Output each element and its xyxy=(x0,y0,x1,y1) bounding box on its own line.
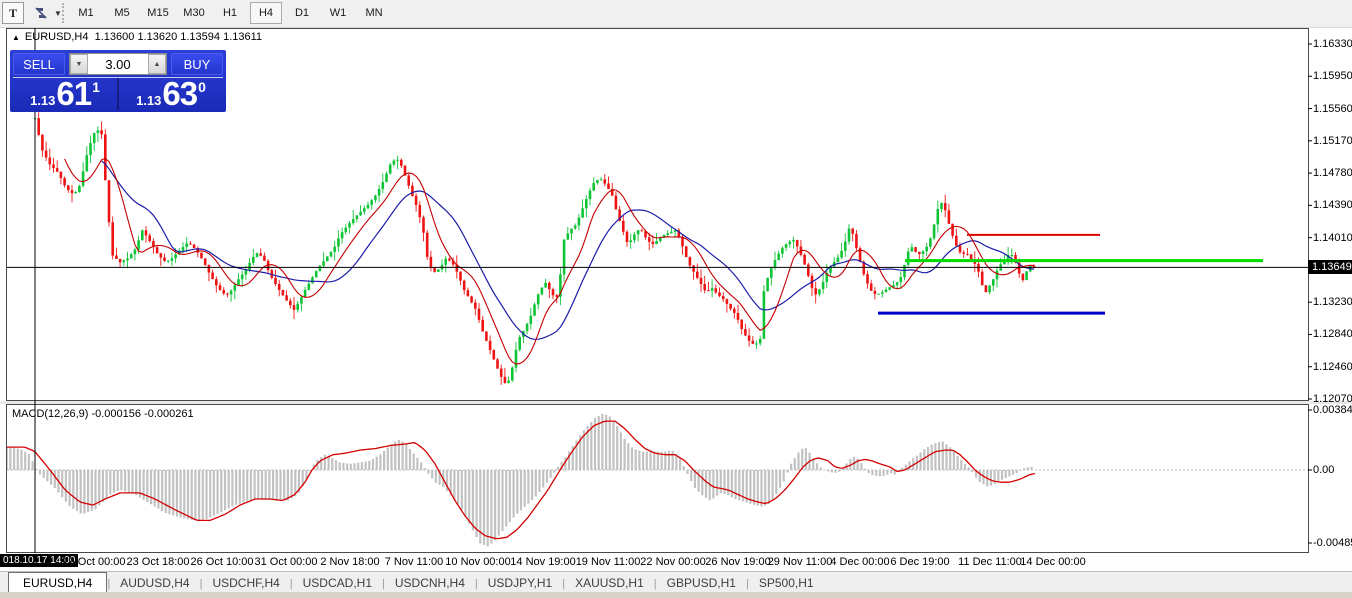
cursor-arrows-icon[interactable] xyxy=(28,2,54,24)
crosshair-date-badge: 018.10.17 14:00 xyxy=(0,554,79,567)
timeframe-button-w1[interactable]: W1 xyxy=(329,7,347,19)
macd-tick-label: 0.00 xyxy=(1313,464,1335,476)
buy-button[interactable]: BUY xyxy=(171,53,223,75)
timeframe-button-mn[interactable]: MN xyxy=(365,7,383,19)
time-tick-label: 10 Nov 00:00 xyxy=(445,556,511,568)
chart-tab-bar: EURUSD,H4 | AUDUSD,H4 | USDCHF,H4 | USDCAD,H1 |… xyxy=(0,571,1352,593)
text-tool-button[interactable]: T xyxy=(2,2,24,24)
time-tick-label: 23 Oct 18:00 xyxy=(126,556,190,568)
price-tick-label: 1.12460 xyxy=(1313,360,1352,373)
chart-tab-usdjpy-h1[interactable]: USDJPY,H1 xyxy=(487,576,553,590)
price-tick-label: 1.15170 xyxy=(1313,134,1352,147)
macd-indicator-label: MACD(12,26,9) -0.000156 -0.000261 xyxy=(12,408,194,420)
price-tick-label: 1.13230 xyxy=(1313,296,1352,309)
macd-tick-label: 0.003847 xyxy=(1313,404,1352,416)
timeframe-button-h1[interactable]: H1 xyxy=(222,7,238,19)
chart-title: ▲ EURUSD,H4 1.13600 1.13620 1.13594 1.136… xyxy=(12,31,262,43)
timeframe-button-d1[interactable]: D1 xyxy=(294,7,310,19)
volume-decrease-icon[interactable]: ▼ xyxy=(70,54,88,74)
collapse-arrow-icon[interactable]: ▲ xyxy=(12,33,20,42)
time-axis[interactable]: 018.10.17 14:00 19 Oct 00:00 23 Oct 18:00… xyxy=(0,553,1352,571)
tab-separator: | xyxy=(562,578,566,590)
sell-price-small: 1.13 xyxy=(30,93,56,108)
time-tick-label: 6 Dec 19:00 xyxy=(890,556,950,568)
price-tick-label: 1.14010 xyxy=(1313,231,1352,244)
price-tick-label: 1.14780 xyxy=(1313,167,1352,180)
timeframe-button-m5[interactable]: M5 xyxy=(114,7,130,19)
time-tick-label: 22 Nov 00:00 xyxy=(640,556,706,568)
tab-separator: | xyxy=(653,578,657,590)
tab-separator: | xyxy=(474,578,478,590)
price-axis: 1.13649 1.16330 1.15950 1.15560 1.15170 1.14… xyxy=(1308,28,1352,598)
time-tick-label: 7 Nov 11:00 xyxy=(384,556,444,568)
chart-tab-audusd-h4[interactable]: AUDUSD,H4 xyxy=(120,576,190,590)
tab-separator: | xyxy=(107,578,111,590)
tab-separator: | xyxy=(745,578,749,590)
toolbar-grip[interactable] xyxy=(62,3,64,23)
top-toolbar: T ▼ M1 M5 M15 M30 H1 H4 D1 W1 MN xyxy=(0,0,1352,28)
tab-separator: | xyxy=(382,578,385,590)
time-tick-label: 11 Dec 11:00 xyxy=(958,556,1022,568)
pane-splitter[interactable] xyxy=(0,401,1352,404)
time-tick-label: 2 Nov 18:00 xyxy=(320,556,380,568)
volume-increase-icon[interactable]: ▲ xyxy=(148,54,166,74)
one-click-trade-panel: SELL ▼ 3.00 ▲ BUY 1.13 61 1 1.13 63 0 xyxy=(10,50,226,112)
sell-price-display[interactable]: 1.13 61 1 xyxy=(13,75,117,112)
chart-symbol-period: EURUSD,H4 xyxy=(24,31,89,43)
timeframe-button-m1[interactable]: M1 xyxy=(78,7,94,19)
tab-separator: | xyxy=(199,578,203,590)
buy-price-big: 63 xyxy=(162,75,198,112)
macd-pane[interactable] xyxy=(6,404,1309,553)
time-tick-label: 29 Nov 11:00 xyxy=(767,556,833,568)
status-strip xyxy=(0,592,1352,598)
time-tick-label: 14 Dec 00:00 xyxy=(1020,556,1086,568)
time-tick-label: 4 Dec 00:00 xyxy=(830,556,890,568)
price-tick-label: 1.15950 xyxy=(1313,70,1352,83)
chart-tab-gbpusd-h1[interactable]: GBPUSD,H1 xyxy=(666,576,736,590)
volume-stepper: ▼ 3.00 ▲ xyxy=(69,53,167,75)
time-tick-label: 19 Oct 00:00 xyxy=(62,556,126,568)
current-price-badge: 1.13649 xyxy=(1308,260,1352,275)
price-tick-label: 1.12070 xyxy=(1313,393,1352,405)
chart-tab-usdchf-h4[interactable]: USDCHF,H4 xyxy=(212,576,280,590)
time-tick-label: 19 Nov 11:00 xyxy=(575,556,641,568)
time-tick-label: 31 Oct 00:00 xyxy=(254,556,318,568)
time-tick-label: 14 Nov 19:00 xyxy=(510,556,576,568)
price-tick-label: 1.16330 xyxy=(1313,38,1352,50)
sell-button[interactable]: SELL xyxy=(13,53,65,75)
macd-tick-label: -0.004856 xyxy=(1313,537,1352,549)
chart-ohlc-values: 1.13600 1.13620 1.13594 1.13611 xyxy=(94,31,263,43)
chart-tab-usdcad-h1[interactable]: USDCAD,H1 xyxy=(302,576,372,590)
tab-separator: | xyxy=(289,578,293,590)
sell-price-big: 61 xyxy=(56,75,92,112)
timeframe-button-h4[interactable]: H4 xyxy=(250,2,282,24)
time-tick-label: 26 Oct 10:00 xyxy=(190,556,254,568)
sell-price-sup: 1 xyxy=(92,79,100,95)
time-tick-label: 26 Nov 19:00 xyxy=(705,556,771,568)
buy-price-display[interactable]: 1.13 63 0 xyxy=(119,75,223,112)
price-tick-label: 1.14390 xyxy=(1313,199,1352,212)
chart-window[interactable]: ▲ EURUSD,H4 1.13600 1.13620 1.13594 1.136… xyxy=(0,28,1352,598)
cursor-tool-caret-icon[interactable]: ▼ xyxy=(54,8,62,18)
price-tick-label: 1.12840 xyxy=(1313,328,1352,341)
chart-tab-usdcnh-h4[interactable]: USDCNH,H4 xyxy=(394,576,465,590)
volume-field[interactable]: 3.00 xyxy=(105,56,131,72)
buy-price-small: 1.13 xyxy=(136,93,162,108)
timeframe-bar: M1 M5 M15 M30 H1 H4 D1 W1 MN xyxy=(70,2,394,24)
chart-tab-eurusd-h4[interactable]: EURUSD,H4 xyxy=(8,572,108,593)
timeframe-button-m15[interactable]: M15 xyxy=(147,7,169,19)
chart-tab-xauusd-h1[interactable]: XAUUSD,H1 xyxy=(575,576,644,590)
timeframe-button-m30[interactable]: M30 xyxy=(183,7,205,19)
buy-price-sup: 0 xyxy=(198,79,206,95)
price-tick-label: 1.15560 xyxy=(1313,102,1352,115)
chart-tab-sp500-h1[interactable]: SP500,H1 xyxy=(758,576,814,590)
